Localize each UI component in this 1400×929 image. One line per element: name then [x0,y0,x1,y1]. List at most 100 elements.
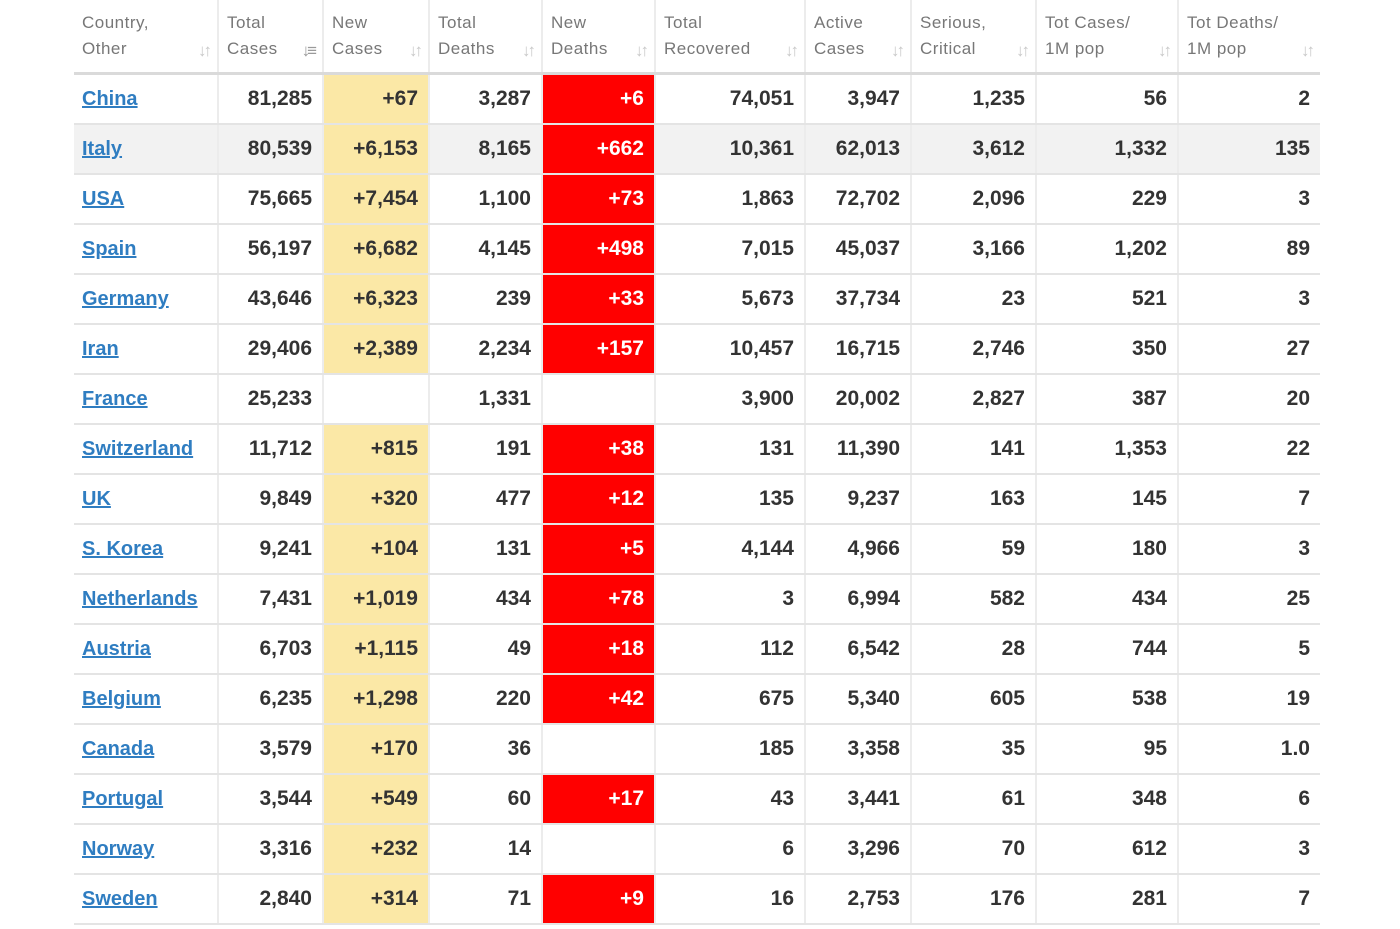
cell-new-cases: +170 [322,724,429,775]
cell-active-cases: 3,358 [804,724,911,775]
sort-icon[interactable]: ↓↑ [198,41,212,60]
cell-serious-critical: 3,612 [910,124,1036,175]
column-header-tot-deaths-per-1m[interactable]: Tot Deaths/1M pop ↓↑ [1177,0,1320,75]
country-link[interactable]: Switzerland [82,438,194,460]
cell-total-deaths: 1,100 [428,174,542,225]
table-row: Austria 6,703 +1,115 49 +18 112 6,542 28 744 5 [74,624,1320,675]
country-link[interactable]: UK [82,488,111,510]
country-link[interactable]: Norway [82,838,155,860]
cell-tot-deaths-per-1m: 6 [1177,774,1320,825]
country-link[interactable]: Austria [82,638,151,660]
sort-icon[interactable]: ↓↑ [891,41,905,60]
column-header-total-deaths[interactable]: Total Deaths ↓↑ [428,0,542,75]
cell-new-cases [322,374,429,425]
cell-total-recovered: 43 [654,774,805,825]
cell-tot-deaths-per-1m: 20 [1177,374,1320,425]
cell-active-cases: 4,966 [804,524,911,575]
column-header-line1: New [551,13,587,32]
cell-country: Netherlands [74,574,218,625]
cell-serious-critical: 582 [910,574,1036,625]
cell-total-deaths: 191 [428,424,542,475]
country-link[interactable]: Germany [82,288,169,310]
cell-total-cases: 80,539 [217,124,323,175]
cell-tot-deaths-per-1m: 19 [1177,674,1320,725]
sort-icon[interactable]: ↓↑ [522,41,536,60]
cell-total-cases: 3,579 [217,724,323,775]
table-row: Canada 3,579 +170 36 185 3,358 35 95 1.0 [74,724,1320,775]
cell-new-deaths: +9 [541,874,655,925]
column-header-total-cases[interactable]: Total Cases ↓≡ [217,0,323,75]
cell-tot-deaths-per-1m: 2 [1177,73,1320,125]
sort-icon[interactable]: ↓↑ [785,41,799,60]
cell-total-recovered: 185 [654,724,805,775]
column-header-active-cases[interactable]: Active Cases ↓↑ [804,0,911,75]
cell-serious-critical: 2,827 [910,374,1036,425]
country-link[interactable]: Portugal [82,788,164,810]
column-header-tot-cases-per-1m[interactable]: Tot Cases/1M pop ↓↑ [1035,0,1178,75]
country-link[interactable]: Canada [82,738,155,760]
country-link[interactable]: China [82,88,138,110]
cell-new-cases: +104 [322,524,429,575]
cell-new-deaths: +498 [541,224,655,275]
column-header-line2: Recovered [664,39,751,58]
sort-icon[interactable]: ↓↑ [635,41,649,60]
cell-tot-cases-per-1m: 1,202 [1035,224,1178,275]
cell-active-cases: 2,753 [804,874,911,925]
table-row: Italy 80,539 +6,153 8,165 +662 10,361 62,013 3,… [74,124,1320,175]
cell-total-cases: 56,197 [217,224,323,275]
cell-tot-deaths-per-1m: 1.0 [1177,724,1320,775]
country-link[interactable]: Belgium [82,688,161,710]
table-row: Belgium 6,235 +1,298 220 +42 675 5,340 605 538 19 [74,674,1320,725]
cell-active-cases: 6,994 [804,574,911,625]
cell-total-deaths: 239 [428,274,542,325]
cell-new-deaths: +78 [541,574,655,625]
country-link[interactable]: Italy [82,138,123,160]
cell-total-cases: 25,233 [217,374,323,425]
cell-country: Sweden [74,874,218,925]
sort-icon[interactable]: ↓↑ [1158,41,1172,60]
sort-icon[interactable]: ↓↑ [1016,41,1030,60]
cell-tot-cases-per-1m: 538 [1035,674,1178,725]
cell-tot-cases-per-1m: 145 [1035,474,1178,525]
cell-serious-critical: 163 [910,474,1036,525]
cell-total-deaths: 1,331 [428,374,542,425]
cell-new-cases: +2,389 [322,324,429,375]
column-header-total-recovered[interactable]: Total Recovered ↓↑ [654,0,805,75]
cell-new-cases: +7,454 [322,174,429,225]
covid-stats-table: Country, Other ↓↑ Total Cases ↓≡ New Cases ↓↑ Tot… [74,0,1320,925]
cell-serious-critical: 70 [910,824,1036,875]
cell-country: Germany [74,274,218,325]
cell-tot-deaths-per-1m: 5 [1177,624,1320,675]
table-row: Germany 43,646 +6,323 239 +33 5,673 37,734 23 52… [74,274,1320,325]
column-header-new-cases[interactable]: New Cases ↓↑ [322,0,429,75]
country-link[interactable]: Sweden [82,888,158,910]
sort-icon[interactable]: ↓↑ [1301,41,1315,60]
cell-country: Portugal [74,774,218,825]
cell-new-cases: +1,115 [322,624,429,675]
column-header-country[interactable]: Country, Other ↓↑ [74,0,218,75]
cell-country: Spain [74,224,218,275]
country-link[interactable]: Netherlands [82,588,198,610]
country-link[interactable]: Spain [82,238,137,260]
cell-country: UK [74,474,218,525]
column-header-new-deaths[interactable]: New Deaths ↓↑ [541,0,655,75]
country-link[interactable]: USA [82,188,125,210]
country-link[interactable]: S. Korea [82,538,164,560]
cell-total-recovered: 7,015 [654,224,805,275]
table-row: Spain 56,197 +6,682 4,145 +498 7,015 45,037 3,1… [74,224,1320,275]
sort-icon[interactable]: ↓↑ [409,41,423,60]
cell-total-deaths: 131 [428,524,542,575]
column-header-serious-critical[interactable]: Serious, Critical ↓↑ [910,0,1036,75]
cell-new-deaths: +73 [541,174,655,225]
country-link[interactable]: France [82,388,148,410]
cell-total-deaths: 434 [428,574,542,625]
cell-new-cases: +1,019 [322,574,429,625]
country-link[interactable]: Iran [82,338,119,360]
column-header-line2: 1M pop [1045,39,1105,58]
sort-desc-icon[interactable]: ↓≡ [301,41,318,60]
cell-total-deaths: 49 [428,624,542,675]
cell-new-deaths: +42 [541,674,655,725]
cell-tot-cases-per-1m: 1,332 [1035,124,1178,175]
cell-tot-cases-per-1m: 348 [1035,774,1178,825]
cell-total-recovered: 16 [654,874,805,925]
